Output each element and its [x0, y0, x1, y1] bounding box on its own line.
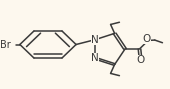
- Text: O: O: [136, 55, 144, 65]
- Text: N: N: [91, 53, 99, 63]
- Text: Br: Br: [0, 40, 11, 49]
- Text: N: N: [91, 35, 99, 45]
- Text: O: O: [143, 34, 151, 44]
